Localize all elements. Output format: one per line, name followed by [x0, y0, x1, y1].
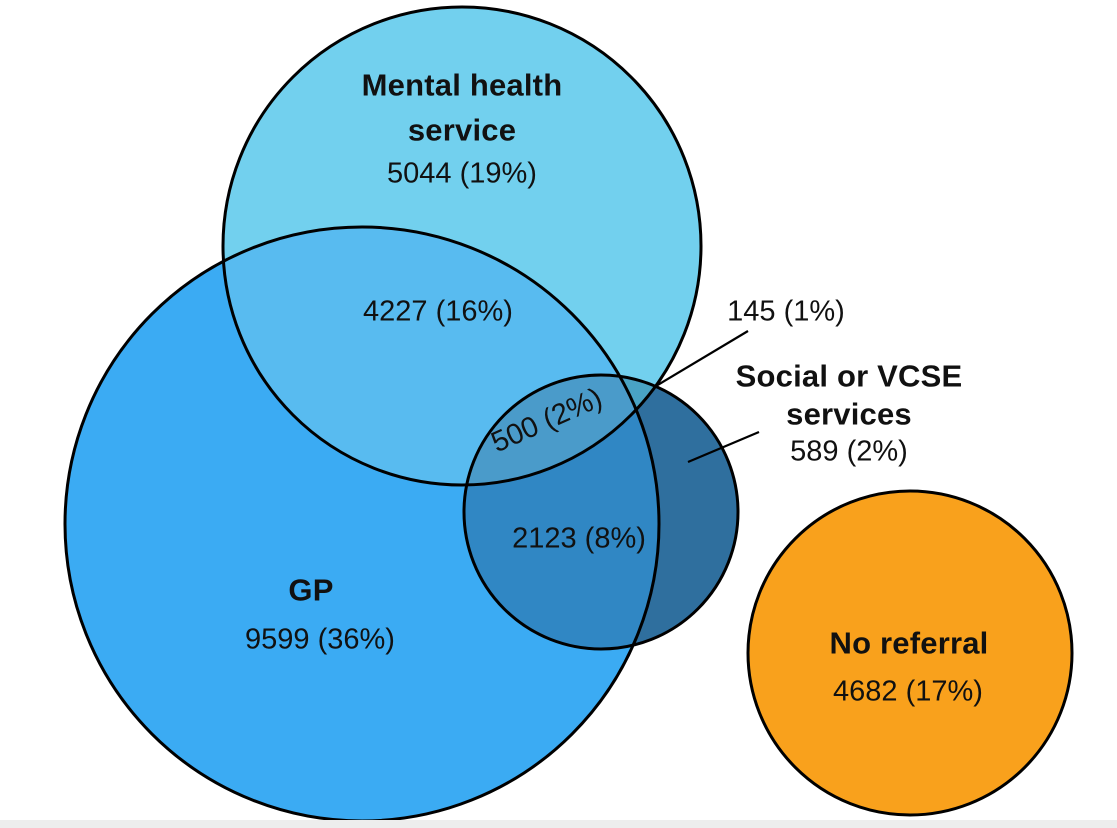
leader-line-social-only-589 — [687, 430, 760, 464]
social-title-line1: Social or VCSE — [735, 358, 963, 394]
no-referral-circle — [746, 489, 1074, 817]
gp-social-count: 2123 (8%) — [512, 522, 646, 555]
no-referral-count: 4682 (17%) — [833, 675, 983, 708]
mental-health-title-line1: Mental health — [361, 67, 563, 103]
mental-health-count: 5044 (19%) — [387, 157, 537, 190]
mh-gp-intersection — [223, 227, 659, 485]
page-bottom-strip — [0, 820, 1117, 828]
leader-line-mh-social-145 — [655, 330, 749, 387]
no-referral-title: No referral — [829, 625, 989, 661]
mental-health-title-line2: service — [407, 112, 517, 148]
mh-gp-count: 4227 (16%) — [363, 295, 513, 328]
gp-count: 9599 (36%) — [245, 623, 395, 656]
mental-health-outline — [221, 5, 703, 487]
gp-title: GP — [288, 572, 334, 608]
triple-intersection — [464, 375, 659, 485]
social-outline — [462, 373, 740, 651]
social-title-line2: services — [786, 396, 912, 432]
leader-lines — [655, 330, 760, 464]
social-count: 589 (2%) — [790, 435, 908, 468]
mh-social-count: 145 (1%) — [727, 295, 845, 328]
